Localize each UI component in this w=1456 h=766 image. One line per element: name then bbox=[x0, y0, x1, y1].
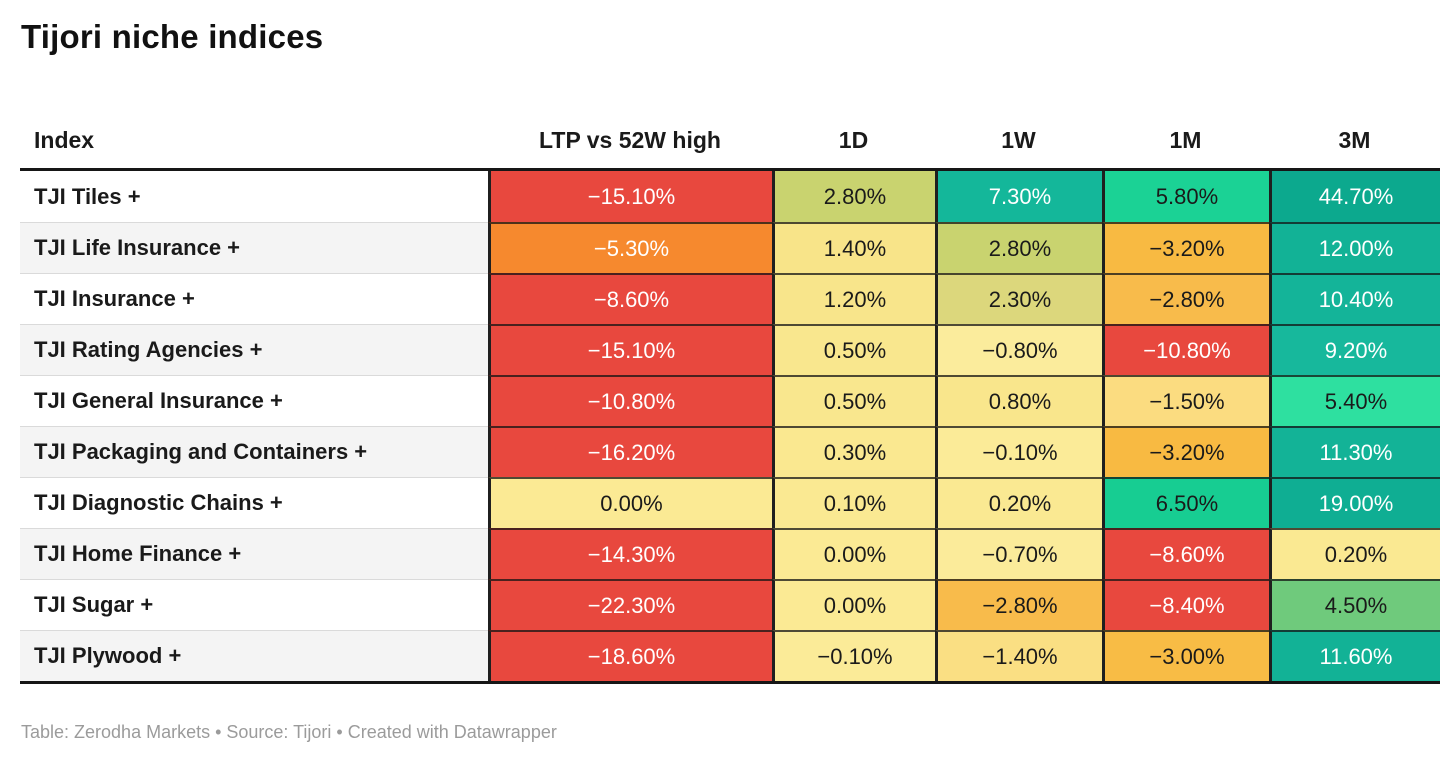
row-label-expandable[interactable]: TJI Plywood + bbox=[20, 630, 488, 681]
value-cell-3m: 5.40% bbox=[1269, 375, 1440, 426]
table-row: TJI General Insurance + −10.80% 0.50% 0.80%… bbox=[20, 375, 1440, 426]
value-cell-3m: 0.20% bbox=[1269, 528, 1440, 579]
value-cell-3m: 11.60% bbox=[1269, 630, 1440, 681]
row-label-expandable[interactable]: TJI General Insurance + bbox=[20, 375, 488, 426]
row-label-expandable[interactable]: TJI Life Insurance + bbox=[20, 222, 488, 273]
table-row: TJI Tiles + −15.10% 2.80% 7.30% 5.80% 44.70% bbox=[20, 171, 1440, 222]
value-cell-1d: 0.00% bbox=[772, 528, 935, 579]
value-cell-3m: 10.40% bbox=[1269, 273, 1440, 324]
value-cell-1d: 1.20% bbox=[772, 273, 935, 324]
value-cell-1m: −8.40% bbox=[1102, 579, 1269, 630]
value-cell-1d: 0.00% bbox=[772, 579, 935, 630]
value-cell-1m: −3.20% bbox=[1102, 222, 1269, 273]
row-label-expandable[interactable]: TJI Tiles + bbox=[20, 171, 488, 222]
value-cell-ltp: −8.60% bbox=[488, 273, 772, 324]
table-body: TJI Tiles + −15.10% 2.80% 7.30% 5.80% 44.70% T… bbox=[20, 168, 1440, 684]
value-cell-1d: 0.50% bbox=[772, 324, 935, 375]
indices-table: Index LTP vs 52W high 1D 1W 1M 3M TJI Ti… bbox=[20, 112, 1440, 684]
value-cell-3m: 19.00% bbox=[1269, 477, 1440, 528]
value-cell-1w: 2.80% bbox=[935, 222, 1102, 273]
row-label-expandable[interactable]: TJI Diagnostic Chains + bbox=[20, 477, 488, 528]
value-cell-1m: −10.80% bbox=[1102, 324, 1269, 375]
value-cell-1w: 7.30% bbox=[935, 171, 1102, 222]
value-cell-1w: −2.80% bbox=[935, 579, 1102, 630]
value-cell-3m: 44.70% bbox=[1269, 171, 1440, 222]
value-cell-3m: 11.30% bbox=[1269, 426, 1440, 477]
table-row: TJI Life Insurance + −5.30% 1.40% 2.80% −3.2… bbox=[20, 222, 1440, 273]
value-cell-1m: −3.00% bbox=[1102, 630, 1269, 681]
value-cell-1d: 0.30% bbox=[772, 426, 935, 477]
row-label-expandable[interactable]: TJI Home Finance + bbox=[20, 528, 488, 579]
value-cell-ltp: −18.60% bbox=[488, 630, 772, 681]
table-row: TJI Packaging and Containers + −16.20% 0.3… bbox=[20, 426, 1440, 477]
column-header-ltp-vs-52w-high: LTP vs 52W high bbox=[539, 126, 721, 153]
value-cell-1m: 5.80% bbox=[1102, 171, 1269, 222]
table-row: TJI Insurance + −8.60% 1.20% 2.30% −2.80% 10.… bbox=[20, 273, 1440, 324]
value-cell-1w: 2.30% bbox=[935, 273, 1102, 324]
value-cell-1w: −0.10% bbox=[935, 426, 1102, 477]
row-label-expandable[interactable]: TJI Packaging and Containers + bbox=[20, 426, 488, 477]
value-cell-1m: −8.60% bbox=[1102, 528, 1269, 579]
value-cell-1m: −3.20% bbox=[1102, 426, 1269, 477]
value-cell-ltp: −5.30% bbox=[488, 222, 772, 273]
value-cell-1w: −0.80% bbox=[935, 324, 1102, 375]
column-header-1d: 1D bbox=[838, 126, 869, 153]
table-header-row: Index LTP vs 52W high 1D 1W 1M 3M bbox=[20, 112, 1440, 168]
value-cell-1d: 1.40% bbox=[772, 222, 935, 273]
value-cell-3m: 12.00% bbox=[1269, 222, 1440, 273]
row-label-expandable[interactable]: TJI Insurance + bbox=[20, 273, 488, 324]
value-cell-1m: 6.50% bbox=[1102, 477, 1269, 528]
value-cell-1m: −1.50% bbox=[1102, 375, 1269, 426]
value-cell-ltp: −10.80% bbox=[488, 375, 772, 426]
value-cell-1d: 0.10% bbox=[772, 477, 935, 528]
value-cell-3m: 9.20% bbox=[1269, 324, 1440, 375]
value-cell-1w: −1.40% bbox=[935, 630, 1102, 681]
table-row: TJI Home Finance + −14.30% 0.00% −0.70% −8.6… bbox=[20, 528, 1440, 579]
column-header-index: Index bbox=[34, 126, 95, 153]
value-cell-ltp: −14.30% bbox=[488, 528, 772, 579]
attribution-footer: Table: Zerodha Markets • Source: Tijori … bbox=[21, 722, 557, 742]
value-cell-1m: −2.80% bbox=[1102, 273, 1269, 324]
value-cell-ltp: 0.00% bbox=[488, 477, 772, 528]
table-row: TJI Diagnostic Chains +0.00% 0.10% 0.20% 6.… bbox=[20, 477, 1440, 528]
value-cell-3m: 4.50% bbox=[1269, 579, 1440, 630]
value-cell-ltp: −15.10% bbox=[488, 324, 772, 375]
value-cell-1w: 0.20% bbox=[935, 477, 1102, 528]
table-row: TJI Sugar + −22.30% 0.00% −2.80% −8.40% 4.50% bbox=[20, 579, 1440, 630]
value-cell-1d: 2.80% bbox=[772, 171, 935, 222]
value-cell-ltp: −22.30% bbox=[488, 579, 772, 630]
column-header-1m: 1M bbox=[1169, 126, 1202, 153]
value-cell-1w: −0.70% bbox=[935, 528, 1102, 579]
value-cell-1w: 0.80% bbox=[935, 375, 1102, 426]
value-cell-1d: 0.50% bbox=[772, 375, 935, 426]
table-row: TJI Plywood + −18.60% −0.10% −1.40% −3.00% 11… bbox=[20, 630, 1440, 681]
value-cell-1d: −0.10% bbox=[772, 630, 935, 681]
page-title: Tijori niche indices bbox=[21, 18, 324, 55]
column-header-1w: 1W bbox=[1001, 126, 1036, 153]
value-cell-ltp: −16.20% bbox=[488, 426, 772, 477]
value-cell-ltp: −15.10% bbox=[488, 171, 772, 222]
column-header-3m: 3M bbox=[1338, 126, 1371, 153]
table-row: TJI Rating Agencies + −15.10% 0.50% −0.80% −… bbox=[20, 324, 1440, 375]
row-label-expandable[interactable]: TJI Sugar + bbox=[20, 579, 488, 630]
row-label-expandable[interactable]: TJI Rating Agencies + bbox=[20, 324, 488, 375]
